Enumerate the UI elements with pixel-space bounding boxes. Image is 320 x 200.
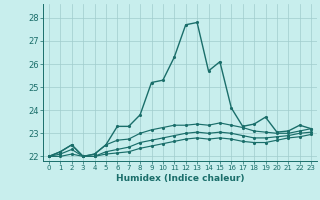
- X-axis label: Humidex (Indice chaleur): Humidex (Indice chaleur): [116, 174, 244, 183]
